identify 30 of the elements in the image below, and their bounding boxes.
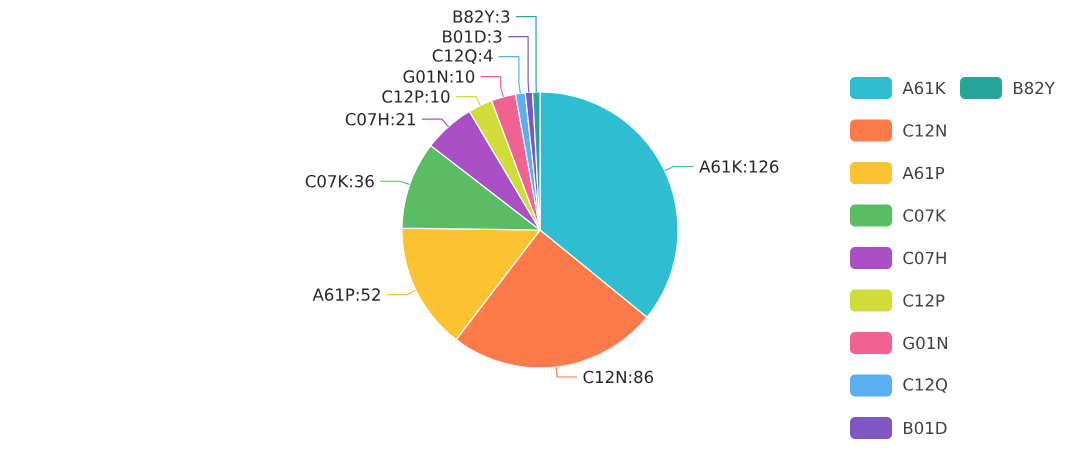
data-label: :36	[350, 174, 374, 188]
slice-label: C12N	[583, 370, 626, 384]
data-label: :126	[744, 160, 779, 173]
slice-label: C07H	[345, 112, 389, 126]
slice-label: A61K	[699, 160, 743, 173]
slice-label: A61P	[312, 288, 355, 301]
data-label: :10	[425, 90, 450, 103]
legend-label: C12P	[903, 294, 945, 307]
legend-label: C07K	[903, 209, 947, 222]
data-label: :3	[488, 30, 502, 43]
legend-label: C12N	[903, 124, 946, 137]
slice-label: C12Q	[432, 49, 477, 64]
slice-label: C07K	[305, 174, 349, 188]
data-label: :86	[629, 370, 654, 384]
data-label: :3	[496, 10, 510, 23]
data-label: :10	[450, 70, 475, 83]
legend-label: A61K	[902, 81, 946, 95]
slice-label: B82Y	[453, 10, 495, 23]
legend-label: B82Y	[1014, 81, 1055, 95]
legend-label: G01N	[903, 336, 947, 350]
legend-label: C12Q	[903, 378, 948, 393]
data-label: :52	[356, 288, 380, 301]
slice-label: B01D	[443, 30, 486, 43]
legend-label: C07H	[903, 251, 946, 265]
legend-label: B01D	[904, 421, 947, 435]
data-label: :21	[391, 112, 415, 126]
slice-label: G01N	[403, 70, 448, 83]
legend-label: A61P	[902, 166, 945, 180]
data-label: :4	[479, 49, 493, 62]
slice-label: C12P	[382, 90, 424, 103]
